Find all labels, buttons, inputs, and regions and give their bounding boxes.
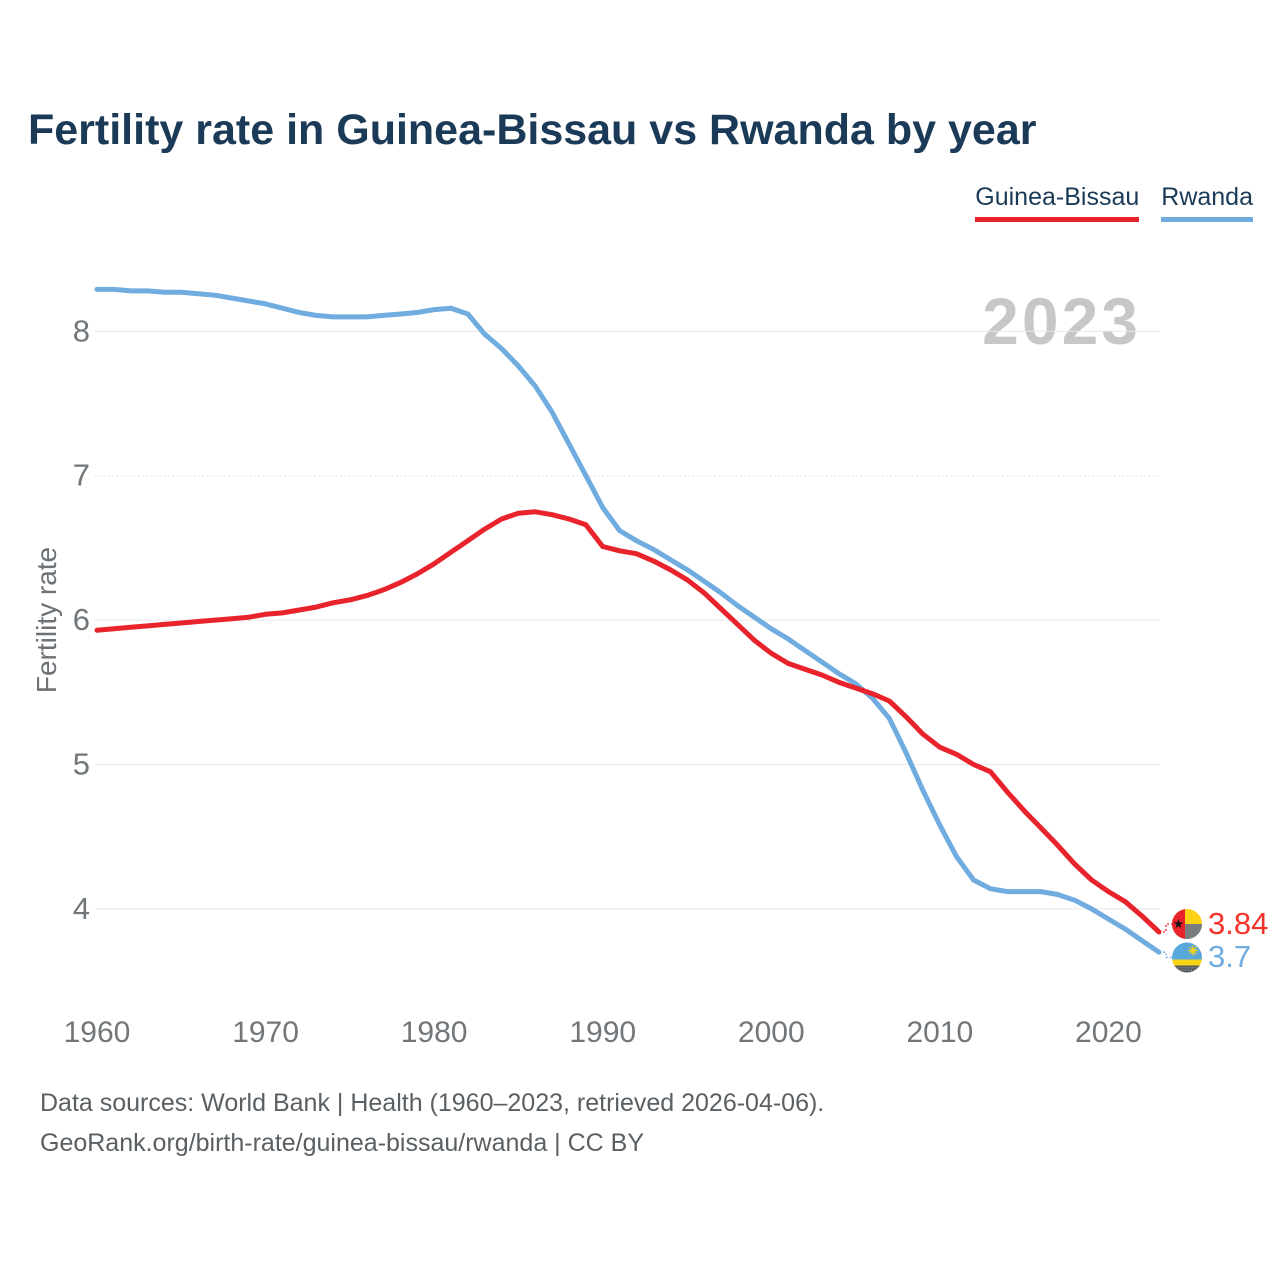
legend: Guinea-Bissau Rwanda	[975, 183, 1253, 222]
x-tick-2000: 2000	[738, 1016, 805, 1049]
x-tick-1980: 1980	[401, 1016, 468, 1049]
y-tick-5: 5	[73, 747, 90, 782]
x-tick-1990: 1990	[569, 1016, 636, 1049]
footer-source-line: Data sources: World Bank | Health (1960–…	[40, 1089, 825, 1117]
footer: Data sources: World Bank | Health (1960–…	[40, 1083, 1140, 1163]
guinea-bissau-flag-icon	[1172, 909, 1202, 939]
x-tick-1960: 1960	[64, 1016, 131, 1049]
rwanda-flag-icon	[1172, 942, 1202, 973]
legend-item-guinea-bissau[interactable]: Guinea-Bissau	[975, 183, 1140, 222]
watermark-year: 2023	[982, 284, 1141, 358]
page-title: Fertility rate in Guinea-Bissau vs Rwand…	[28, 106, 1037, 154]
series-line-rwanda	[94, 286, 1162, 955]
series-line-guinea-bissau	[94, 509, 1162, 935]
end-label-rwanda: 3.7	[1208, 939, 1251, 974]
y-tick-6: 6	[73, 602, 90, 637]
end-connector-rwanda	[1158, 951, 1172, 959]
y-tick-7: 7	[73, 458, 90, 493]
x-tick-2020: 2020	[1075, 1016, 1142, 1049]
y-tick-8: 8	[73, 313, 90, 348]
footer-license-line[interactable]: GeoRank.org/birth-rate/guinea-bissau/rwa…	[40, 1129, 645, 1157]
y-tick-4: 4	[73, 891, 90, 926]
x-tick-1970: 1970	[232, 1016, 299, 1049]
x-tick-2010: 2010	[906, 1016, 973, 1049]
end-label-guinea-bissau: 3.84	[1208, 906, 1268, 941]
legend-item-rwanda[interactable]: Rwanda	[1161, 183, 1253, 222]
